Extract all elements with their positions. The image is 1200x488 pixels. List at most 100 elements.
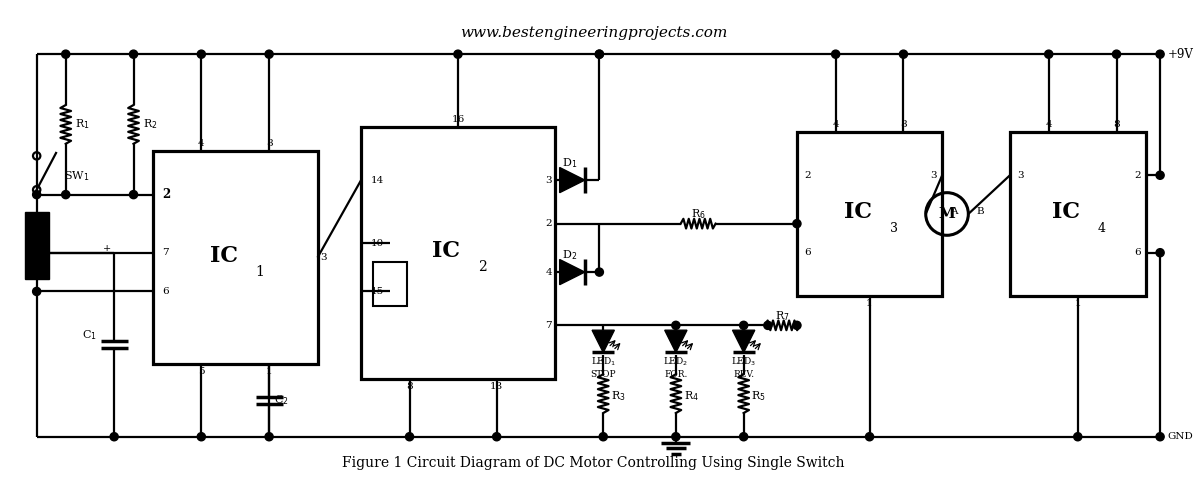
Circle shape <box>1156 50 1164 58</box>
Circle shape <box>595 50 604 58</box>
Text: C$_2$: C$_2$ <box>274 393 289 407</box>
Polygon shape <box>665 330 686 352</box>
Circle shape <box>899 50 907 58</box>
Text: 2: 2 <box>805 171 811 180</box>
Text: 7: 7 <box>545 321 552 330</box>
Circle shape <box>595 50 604 58</box>
Text: B: B <box>976 206 984 216</box>
Text: R$_1$: R$_1$ <box>76 118 90 131</box>
Circle shape <box>265 433 274 441</box>
Text: SW$_1$: SW$_1$ <box>64 169 89 183</box>
Text: 4: 4 <box>1098 222 1106 235</box>
Text: IC: IC <box>210 244 238 266</box>
Text: C$_1$: C$_1$ <box>82 328 97 342</box>
Text: 2: 2 <box>162 188 170 201</box>
Text: M: M <box>938 207 955 221</box>
Text: 6: 6 <box>805 248 811 257</box>
Polygon shape <box>559 167 584 193</box>
Bar <box>797 132 942 296</box>
Text: 1: 1 <box>265 367 272 376</box>
Text: R$_6$: R$_6$ <box>691 207 706 221</box>
Text: IC: IC <box>1052 201 1080 223</box>
Text: 4: 4 <box>545 267 552 277</box>
Circle shape <box>110 433 119 441</box>
Text: REV.: REV. <box>733 370 755 379</box>
Text: 10: 10 <box>371 239 384 247</box>
Text: 14: 14 <box>371 176 384 184</box>
Text: 8: 8 <box>407 382 413 390</box>
Circle shape <box>672 433 680 441</box>
Text: 4: 4 <box>198 139 205 148</box>
Circle shape <box>865 433 874 441</box>
Circle shape <box>61 50 70 58</box>
Circle shape <box>595 268 604 276</box>
Text: R$_7$: R$_7$ <box>775 309 790 323</box>
Circle shape <box>832 50 840 58</box>
Text: 4: 4 <box>833 120 839 129</box>
Text: 4: 4 <box>1045 120 1052 129</box>
Text: R$_4$: R$_4$ <box>684 389 698 403</box>
Circle shape <box>1045 50 1052 58</box>
Circle shape <box>793 321 800 329</box>
Text: 2: 2 <box>478 260 486 274</box>
Circle shape <box>1156 171 1164 179</box>
Circle shape <box>265 50 274 58</box>
Bar <box>152 151 318 364</box>
Text: 3: 3 <box>545 176 552 184</box>
Bar <box>361 127 554 379</box>
Text: IC: IC <box>432 240 461 262</box>
Circle shape <box>493 433 500 441</box>
Polygon shape <box>559 260 584 285</box>
Text: LED$_3$: LED$_3$ <box>731 356 756 368</box>
Text: 5: 5 <box>198 367 205 376</box>
Circle shape <box>672 321 680 329</box>
Circle shape <box>61 190 70 199</box>
Circle shape <box>130 190 138 199</box>
Polygon shape <box>24 212 49 279</box>
Text: IC: IC <box>844 201 872 223</box>
Text: 3: 3 <box>1018 171 1025 180</box>
Text: R$_2$: R$_2$ <box>143 118 158 131</box>
Text: Figure 1 Circuit Diagram of DC Motor Controlling Using Single Switch: Figure 1 Circuit Diagram of DC Motor Con… <box>342 456 845 470</box>
Text: 3: 3 <box>320 253 328 262</box>
Text: D$_2$: D$_2$ <box>562 248 577 262</box>
Circle shape <box>32 287 41 296</box>
Bar <box>1010 132 1146 296</box>
Circle shape <box>130 50 138 58</box>
Text: 6: 6 <box>162 287 169 296</box>
Text: 8: 8 <box>265 139 272 148</box>
Circle shape <box>1156 249 1164 257</box>
Polygon shape <box>732 330 755 352</box>
Text: 15: 15 <box>371 287 384 296</box>
Text: A: A <box>950 206 958 216</box>
Text: D$_1$: D$_1$ <box>562 156 577 169</box>
Text: 3: 3 <box>889 222 898 235</box>
Text: www.bestengineeringprojects.com: www.bestengineeringprojects.com <box>460 26 727 40</box>
Circle shape <box>763 321 772 329</box>
Circle shape <box>1074 433 1082 441</box>
Text: FOR.: FOR. <box>664 370 688 379</box>
Text: 8: 8 <box>900 120 907 129</box>
Circle shape <box>739 321 748 329</box>
Circle shape <box>197 50 205 58</box>
Text: R$_3$: R$_3$ <box>611 389 625 403</box>
Text: GND: GND <box>1168 432 1194 441</box>
Circle shape <box>739 433 748 441</box>
Text: +: + <box>103 244 112 253</box>
Text: 13: 13 <box>490 382 503 390</box>
Text: +9V: +9V <box>1168 48 1194 61</box>
Text: 3: 3 <box>931 171 937 180</box>
Circle shape <box>406 433 414 441</box>
Text: 6: 6 <box>1134 248 1141 257</box>
Text: LED$_1$: LED$_1$ <box>590 356 616 368</box>
Text: R$_5$: R$_5$ <box>751 389 766 403</box>
Circle shape <box>599 433 607 441</box>
Text: 2: 2 <box>1134 171 1141 180</box>
Text: 8: 8 <box>1114 120 1120 129</box>
Circle shape <box>32 190 41 199</box>
Text: 16: 16 <box>451 115 464 124</box>
Polygon shape <box>592 330 614 352</box>
Text: 1: 1 <box>1074 299 1081 308</box>
Circle shape <box>454 50 462 58</box>
Circle shape <box>197 433 205 441</box>
